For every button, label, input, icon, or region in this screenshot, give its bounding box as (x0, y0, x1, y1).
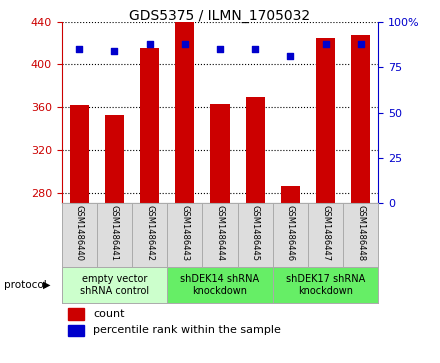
Point (146, 41, 153, 46)
Point (181, 41, 188, 46)
Bar (273, 267, 378, 303)
Point (111, 48, 118, 54)
Text: GSM1486448: GSM1486448 (356, 205, 365, 261)
Text: GSM1486446: GSM1486446 (286, 205, 295, 261)
Text: GSM1486442: GSM1486442 (145, 205, 154, 261)
Bar (140, 49, 159, 203)
Text: GSM1486443: GSM1486443 (180, 205, 189, 261)
Point (287, 53, 294, 59)
Bar (68, 325, 84, 336)
Text: GSM1486445: GSM1486445 (251, 205, 260, 261)
Text: protocol: protocol (4, 280, 47, 290)
Bar (62, 267, 167, 303)
Bar (316, 38, 335, 203)
Bar (167, 267, 273, 303)
Text: GDS5375 / ILMN_1705032: GDS5375 / ILMN_1705032 (129, 9, 311, 23)
Text: GSM1486441: GSM1486441 (110, 205, 119, 261)
Text: ▶: ▶ (43, 280, 51, 290)
Point (76, 46, 83, 52)
Point (216, 46, 224, 52)
Text: shDEK14 shRNA
knockdown: shDEK14 shRNA knockdown (180, 274, 260, 296)
Text: empty vector
shRNA control: empty vector shRNA control (80, 274, 149, 296)
Bar (70, 105, 89, 203)
Text: shDEK17 shRNA
knockdown: shDEK17 shRNA knockdown (286, 274, 365, 296)
Text: percentile rank within the sample: percentile rank within the sample (93, 325, 281, 335)
Bar (210, 104, 230, 203)
Point (357, 41, 364, 46)
Bar (281, 186, 300, 203)
Bar (175, 22, 194, 203)
Text: GSM1486440: GSM1486440 (75, 205, 84, 261)
Text: GSM1486444: GSM1486444 (216, 205, 224, 261)
Bar (68, 308, 84, 319)
Bar (105, 115, 124, 203)
Bar (246, 97, 265, 203)
Bar (351, 34, 370, 203)
Text: count: count (93, 309, 125, 319)
Text: GSM1486447: GSM1486447 (321, 205, 330, 261)
Point (322, 41, 329, 46)
Point (252, 46, 259, 52)
